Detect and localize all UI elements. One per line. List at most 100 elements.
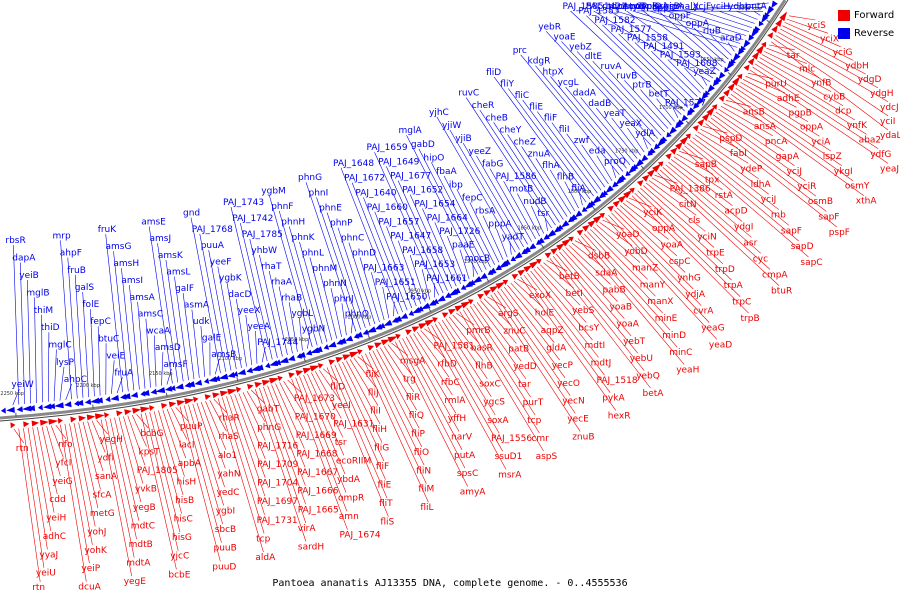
forward-gene-label: betA [643,389,665,399]
forward-gene-label: fliQ [409,411,424,421]
reverse-gene-arrow [27,405,36,412]
forward-leader-line [127,415,146,466]
reverse-gene-label: amsB [211,350,236,360]
forward-leader-line [543,262,574,289]
reverse-gene-label: phnJ [334,294,354,304]
reverse-leader-line [111,360,115,394]
reverse-leader-line [208,250,232,371]
reverse-gene-arrow [528,243,537,250]
reverse-gene-arrow [687,107,695,116]
forward-leader-line [782,25,854,61]
forward-gene-label: ynhG [677,273,701,283]
scale-tick-mark [727,72,732,76]
forward-leader-line [523,274,611,393]
forward-leader-line [687,142,790,226]
forward-leader-line [299,376,347,493]
strand-legend: Forward Reverse [838,8,898,44]
forward-gene-arrow [771,25,778,33]
forward-leader-line [149,412,181,533]
forward-gene-label: cmr [531,434,549,444]
reverse-gene-label: rhaA [271,278,293,288]
reverse-leader-line [374,211,413,309]
reverse-gene-label: wcaA [146,327,171,337]
reverse-gene-label: ygbN [302,325,325,335]
forward-gene-label: ansA [754,122,777,132]
forward-leader-line [625,200,661,224]
reverse-leader-line [482,215,504,260]
forward-gene-label: argS [498,309,519,319]
forward-gene-label: cspC [669,257,691,267]
reverse-gene-label: betT [649,90,670,100]
scale-tick-mark [486,278,490,283]
reverse-leader-line [82,291,89,398]
reverse-gene-arrow [681,114,689,122]
reverse-gene-label: PAJ_1661 [426,274,467,284]
forward-gene-arrow [502,279,509,286]
forward-leader-line [221,397,265,534]
reverse-leader-line [509,241,512,255]
reverse-leader-line [41,314,43,403]
forward-leader-line [766,47,808,64]
forward-leader-line [226,396,265,515]
forward-gene-label: yciN [697,232,717,242]
forward-gene-arrow [57,417,63,424]
forward-gene-label: sdaA [595,268,618,278]
reverse-leader-line [397,180,448,291]
forward-leader-line [620,205,678,257]
forward-gene-label: rfbC [441,378,460,388]
forward-gene-label: ydgI [734,222,753,232]
forward-gene-label: purT [523,398,544,408]
reverse-gene-label: PAJ_1742 [232,214,273,224]
forward-gene-label: yeiH [46,514,66,524]
forward-gene-label: PAJ_1674 [340,531,381,541]
forward-gene-label: yciS [807,21,826,31]
reverse-gene-label: PAJ_1743 [223,198,264,208]
forward-leader-line [684,145,799,242]
forward-gene-label: sanA [95,472,118,482]
forward-gene-label: sbcB [215,525,237,535]
reverse-leader-line [496,228,508,258]
reverse-gene-label: yciH [711,2,731,12]
reverse-leader-line [564,181,579,209]
reverse-gene-label: rnd [602,2,617,12]
forward-leader-line [643,185,715,248]
forward-gene-label: yciJ [761,195,776,205]
forward-gene-label: rnb [771,211,786,221]
reverse-leader-line [503,180,536,240]
forward-leader-line [368,351,425,466]
forward-gene-label: yeeI [332,401,351,411]
reverse-leader-line [316,197,361,330]
forward-gene-label: PAJ_1704 [257,479,298,489]
forward-gene-label: exoX [529,291,551,301]
forward-leader-line [775,35,889,103]
reverse-leader-line [363,197,408,311]
forward-gene-label: rfbD [437,360,457,370]
reverse-gene-arrow [408,310,415,316]
forward-swatch [838,9,850,21]
forward-gene-label: tsr [335,438,347,448]
reverse-gene-arrow [164,385,173,392]
forward-gene-label: PAJ_1716 [257,442,298,452]
forward-gene-arrow [593,214,603,224]
forward-leader-line [549,258,651,389]
forward-gene-label: PAJ_1666 [297,487,338,497]
forward-gene-label: gldA [546,344,567,354]
reverse-gene-label: amsD [155,343,181,353]
reverse-gene-label: PAJ_1640 [355,188,396,198]
reverse-gene-arrow [150,388,157,395]
reverse-leader-line [386,226,417,307]
forward-gene-label: fliL [420,503,433,513]
forward-gene-label: lacI [179,440,195,450]
reverse-leader-line [154,335,157,387]
reverse-gene-label: fliA [571,184,586,194]
forward-leader-line [565,247,618,302]
forward-gene-label: gapA [776,152,800,162]
reverse-leader-line [549,169,576,212]
reverse-gene-label: PAJ_1527 [665,99,706,109]
forward-gene-arrow [335,357,344,363]
forward-gene-arrow [743,64,750,71]
reverse-gene-label: hipA [664,2,685,12]
reverse-leader-line [566,133,606,188]
forward-gene-arrow [269,378,280,384]
reverse-gene-label: tyrR [629,2,648,12]
